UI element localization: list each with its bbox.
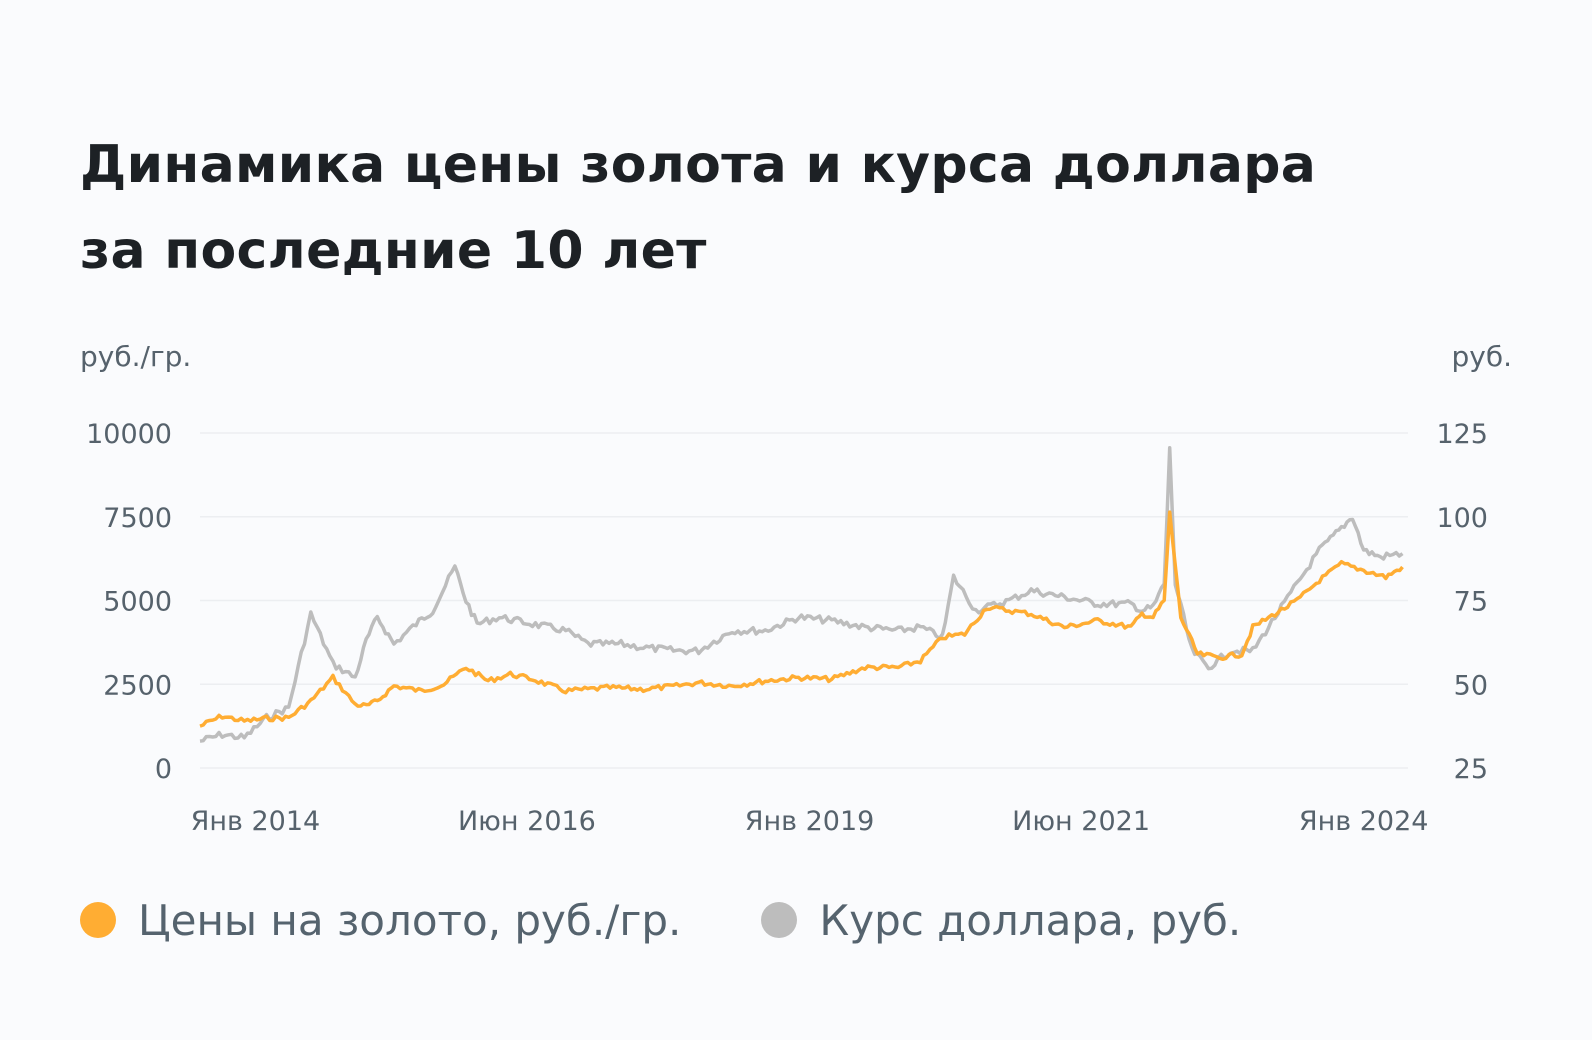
right-axis-unit: руб. [1451,340,1512,373]
x-tick-label: Июн 2021 [1012,806,1150,837]
x-tick-label: Июн 2016 [458,806,596,837]
line-chart: 0 2500 5000 7500 10000 25 50 75 100 125 Янв 2014… [86,419,1488,837]
legend-dot-usd [761,902,798,938]
right-axis-ticks: 25 50 75 100 125 [1436,419,1488,785]
series-line-gold-price [199,510,1404,728]
legend-item-gold: Цены на золото, руб./гр. [80,896,681,945]
series-line-usd-rate [199,446,1404,743]
left-tick-label: 7500 [103,503,172,534]
left-tick-label: 5000 [103,587,172,618]
left-axis-ticks: 0 2500 5000 7500 10000 [86,419,172,785]
left-tick-label: 2500 [103,670,172,701]
legend-dot-gold [80,902,116,938]
title-line-1: Динамика цены золота и курса доллара [80,135,1317,195]
left-tick-label: 10000 [86,419,172,450]
chart-title: Динамика цены золота и курса доллара за … [80,122,1480,294]
right-tick-label: 100 [1436,503,1488,534]
right-tick-label: 50 [1454,670,1488,701]
legend-label-gold: Цены на золото, руб./гр. [138,895,682,945]
legend-label-usd: Курс доллара, руб. [819,895,1242,945]
x-axis-ticks: Янв 2014 Июн 2016 Янв 2019 Июн 2021 Янв 2024 [191,806,1429,837]
left-axis-unit: руб./гр. [80,340,192,373]
x-tick-label: Янв 2019 [745,806,875,837]
left-tick-label: 0 [155,754,172,785]
legend: Цены на золото, руб./гр. Курс доллара, р… [80,890,1241,950]
legend-item-usd: Курс доллара, руб. [761,896,1241,945]
gridlines [200,432,1408,769]
right-tick-label: 75 [1454,587,1488,618]
right-tick-label: 125 [1436,419,1488,450]
x-tick-label: Янв 2024 [1299,806,1429,837]
right-tick-label: 25 [1454,754,1488,785]
x-tick-label: Янв 2014 [191,806,321,837]
title-line-2: за последние 10 лет [80,221,707,281]
